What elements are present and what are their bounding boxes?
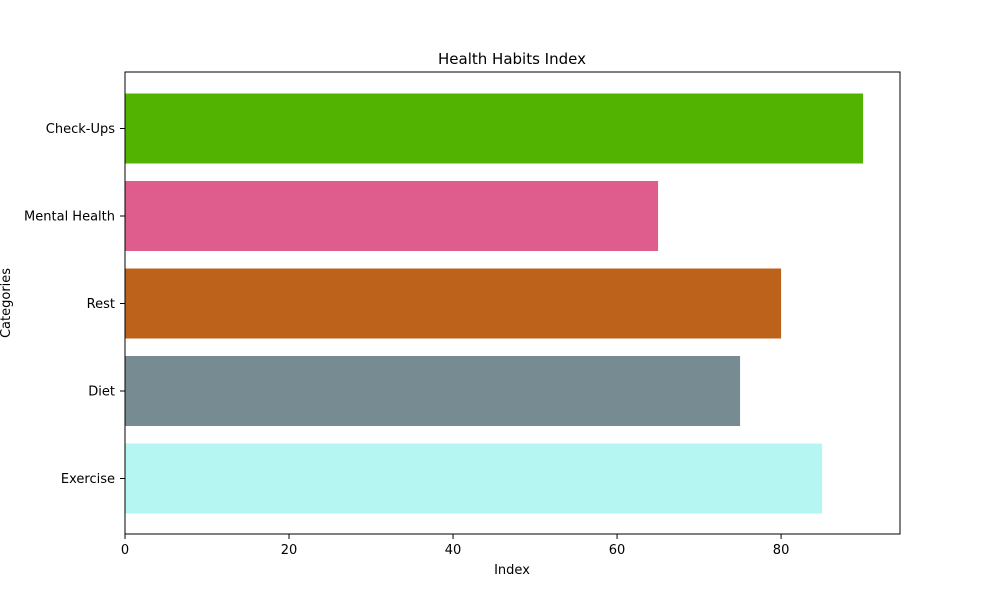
y-tick-label-mental-health: Mental Health bbox=[24, 210, 115, 225]
y-tick-label-diet: Diet bbox=[88, 385, 115, 400]
y-tick-label-rest: Rest bbox=[87, 297, 115, 312]
bar-check-ups bbox=[125, 93, 864, 164]
x-axis-label: Index bbox=[494, 563, 530, 578]
y-tick-label-check-ups: Check-Ups bbox=[46, 122, 115, 137]
x-tick-label: 40 bbox=[445, 543, 462, 558]
bar-diet bbox=[125, 356, 741, 426]
bar-mental-health bbox=[125, 181, 659, 251]
plot-frame bbox=[124, 71, 901, 535]
bar-rest bbox=[125, 268, 782, 339]
axes-group: Exercise Diet Rest Mental Health Check-Ups 0 2… bbox=[24, 71, 901, 558]
x-tick-label: 80 bbox=[773, 543, 790, 558]
y-axis-label: Categories bbox=[0, 268, 14, 338]
chart-title: Health Habits Index bbox=[438, 50, 586, 68]
x-tick-label: 0 bbox=[121, 543, 129, 558]
y-tick-label-exercise: Exercise bbox=[61, 472, 115, 487]
bar-exercise bbox=[125, 443, 823, 514]
x-tick-label: 60 bbox=[609, 543, 626, 558]
bars-group bbox=[125, 93, 864, 514]
x-tick-label: 20 bbox=[281, 543, 298, 558]
